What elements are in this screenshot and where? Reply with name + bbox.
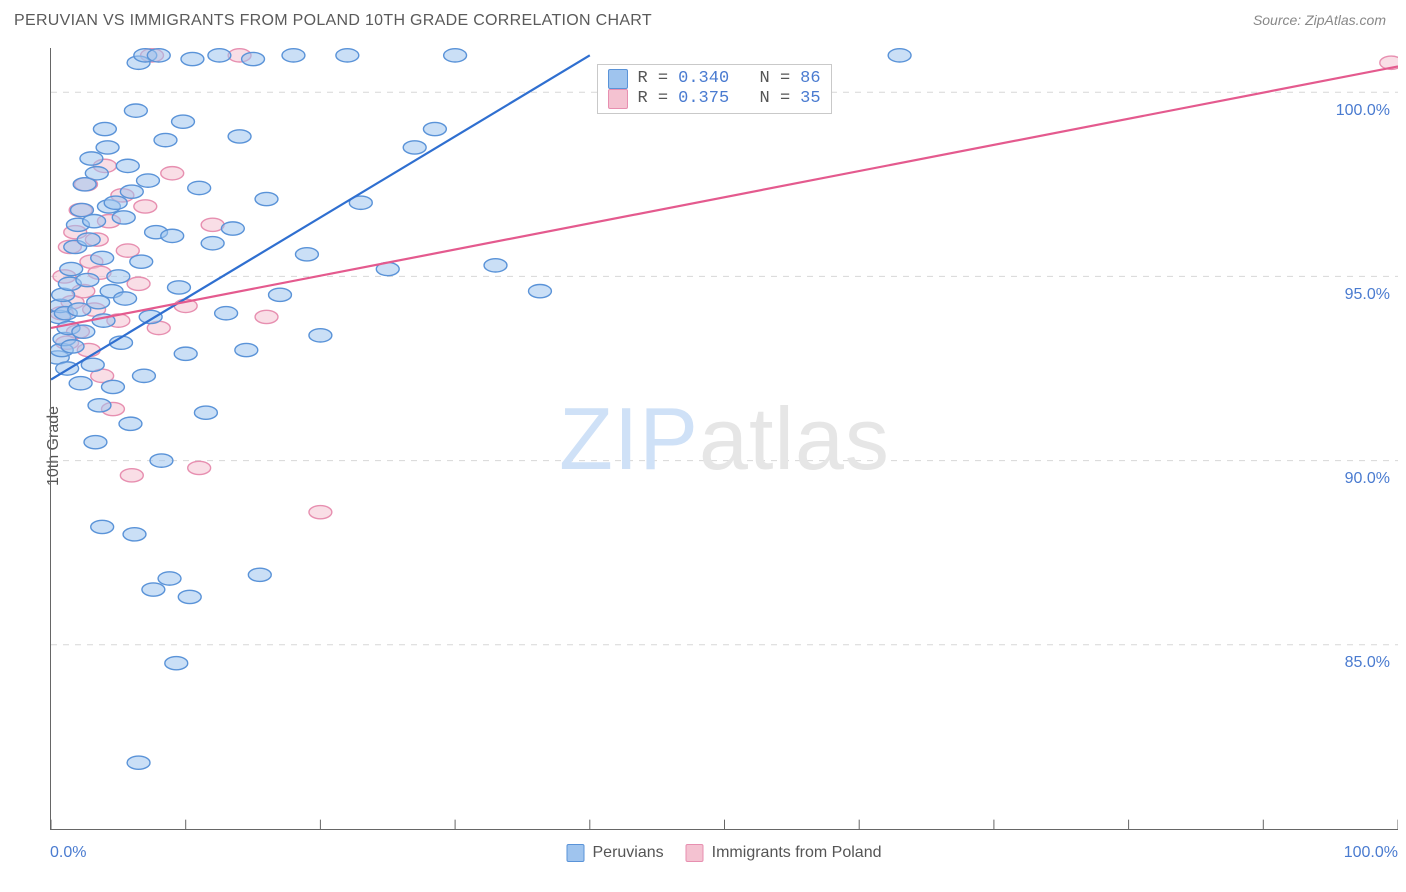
- correlation-stats-box: R = 0.340 N = 86 R = 0.375 N = 35: [597, 64, 832, 114]
- r-label: R =: [638, 69, 669, 88]
- n-label: N =: [739, 89, 790, 108]
- plot-area: ZIPatlas R = 0.340 N = 86 R = 0.375 N = …: [50, 48, 1398, 830]
- n-value-peruvians: 86: [800, 69, 820, 88]
- r-value-peruvians: 0.340: [678, 69, 729, 88]
- x-max-label: 100.0%: [1344, 844, 1398, 862]
- chart-title: PERUVIAN VS IMMIGRANTS FROM POLAND 10TH …: [14, 12, 652, 30]
- legend-item-poland: Immigrants from Poland: [686, 844, 882, 862]
- square-swatch-icon: [567, 844, 585, 862]
- r-label: R =: [638, 89, 669, 108]
- legend-label-poland: Immigrants from Poland: [712, 844, 882, 862]
- y-tick-label: 100.0%: [1336, 102, 1390, 120]
- stats-row-poland: R = 0.375 N = 35: [608, 89, 821, 109]
- n-value-poland: 35: [800, 89, 820, 108]
- y-tick-label: 95.0%: [1345, 286, 1390, 304]
- y-tick-label: 85.0%: [1345, 654, 1390, 672]
- source-label: Source: ZipAtlas.com: [1253, 12, 1386, 28]
- square-swatch-icon: [608, 89, 628, 109]
- n-label: N =: [739, 69, 790, 88]
- stats-row-peruvians: R = 0.340 N = 86: [608, 69, 821, 89]
- legend-label-peruvians: Peruvians: [593, 844, 664, 862]
- square-swatch-icon: [608, 69, 628, 89]
- x-min-label: 0.0%: [50, 844, 86, 862]
- square-swatch-icon: [686, 844, 704, 862]
- x-axis-row: 0.0% Peruvians Immigrants from Poland 10…: [50, 838, 1398, 868]
- legend-item-peruvians: Peruvians: [567, 844, 664, 862]
- title-row: PERUVIAN VS IMMIGRANTS FROM POLAND 10TH …: [0, 0, 1406, 36]
- bottom-legend: Peruvians Immigrants from Poland: [567, 844, 882, 862]
- scatter-svg: [51, 48, 1398, 829]
- r-value-poland: 0.375: [678, 89, 729, 108]
- y-tick-label: 90.0%: [1345, 470, 1390, 488]
